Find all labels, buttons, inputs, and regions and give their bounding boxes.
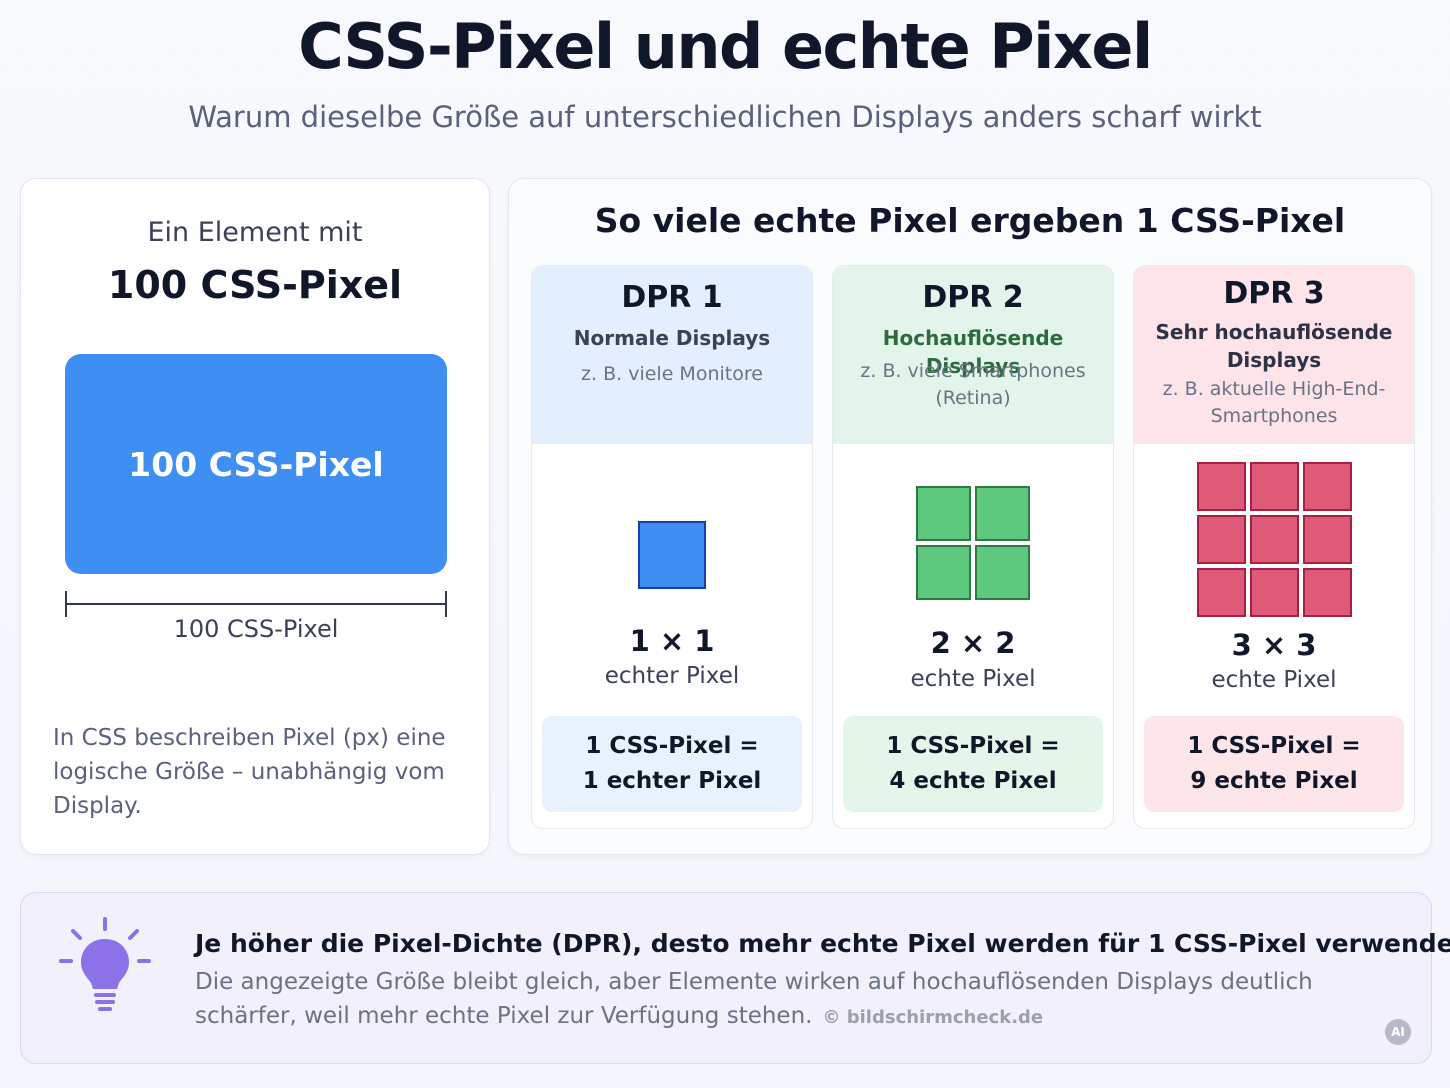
display-example: z. B. aktuelle High-End-Smartphones (1162, 378, 1386, 427)
pixel-grid (638, 521, 706, 589)
width-ruler (65, 591, 447, 617)
right-panel: So viele echte Pixel ergeben 1 CSS-Pixel… (508, 178, 1432, 855)
pixel-equation: 1 CSS-Pixel = 4 echte Pixel (843, 716, 1103, 812)
pixel-grid (1196, 462, 1352, 617)
physical-pixel (1249, 568, 1299, 617)
pixel-count: 3 × 3 (1231, 628, 1317, 662)
css-pixel-element-label: 100 CSS-Pixel (128, 444, 384, 484)
physical-pixel (1196, 568, 1246, 617)
ruler-cap-right (445, 591, 447, 617)
physical-pixel (1249, 462, 1299, 511)
pixel-unit: echter Pixel (604, 663, 740, 689)
dpr-label: DPR 1 (621, 280, 723, 315)
physical-pixel (1302, 462, 1352, 511)
left-panel: Ein Element mit 100 CSS-Pixel 100 CSS-Pi… (20, 178, 490, 855)
equation-line-1: 1 CSS-Pixel = (886, 733, 1060, 759)
dpr-label: DPR 3 (1223, 276, 1325, 311)
dpr-column-1: DPR 1 Normale Displays z. B. viele Monit… (531, 265, 813, 829)
page-title: CSS-Pixel und echte Pixel (298, 10, 1153, 83)
dpr-column-header: DPR 2 Hochauflösende Displays z. B. viel… (833, 266, 1113, 444)
equation-line-2: 1 echter Pixel (582, 768, 762, 794)
physical-pixel (916, 545, 971, 600)
dpr-column-2: DPR 2 Hochauflösende Displays z. B. viel… (832, 265, 1114, 829)
pixel-equation: 1 CSS-Pixel = 9 echte Pixel (1144, 716, 1404, 812)
physical-pixel (1302, 515, 1352, 564)
lightbulb-icon (59, 917, 151, 1011)
physical-pixel (975, 486, 1030, 541)
ai-badge: AI (1385, 1019, 1411, 1045)
pixel-count: 2 × 2 (930, 626, 1016, 660)
page-subtitle: Warum dieselbe Größe auf unterschiedlich… (188, 100, 1262, 134)
equation-line-1: 1 CSS-Pixel = (1187, 733, 1361, 759)
physical-pixel (916, 486, 971, 541)
pixel-grid (916, 486, 1030, 600)
physical-pixel (1196, 515, 1246, 564)
summary-text: Die angezeigte Größe bleibt gleich, aber… (195, 965, 1405, 1035)
display-type: Normale Displays (573, 326, 771, 350)
display-type: Sehr hochauflösende Displays (1155, 320, 1393, 372)
left-panel-intro: Ein Element mit (147, 217, 363, 248)
physical-pixel (638, 521, 706, 589)
css-pixel-element: 100 CSS-Pixel (65, 354, 447, 574)
physical-pixel (1249, 515, 1299, 564)
dpr-column-header: DPR 3 Sehr hochauflösende Displays z. B.… (1134, 266, 1414, 444)
equation-line-2: 9 echte Pixel (1190, 768, 1358, 794)
display-type: Hochauflösende Displays (882, 326, 1064, 378)
pixel-count: 1 × 1 (629, 624, 715, 658)
equation-line-2: 4 echte Pixel (889, 768, 1057, 794)
pixel-equation: 1 CSS-Pixel = 1 echter Pixel (542, 716, 802, 812)
left-panel-description: In CSS beschreiben Pixel (px) eine logis… (53, 725, 446, 819)
pixel-unit: echte Pixel (1211, 667, 1337, 693)
credit-text: © bildschirmcheck.de (822, 1007, 1044, 1028)
physical-pixel (1302, 568, 1352, 617)
dpr-label: DPR 2 (922, 280, 1024, 315)
physical-pixel (1196, 462, 1246, 511)
display-example: z. B. viele Smartphones (Retina) (860, 360, 1086, 409)
dpr-column-3: DPR 3 Sehr hochauflösende Displays z. B.… (1133, 265, 1415, 829)
ruler-cap-left (65, 591, 67, 617)
right-panel-title: So viele echte Pixel ergeben 1 CSS-Pixel (594, 201, 1346, 240)
equation-line-1: 1 CSS-Pixel = (585, 733, 759, 759)
ruler-label: 100 CSS-Pixel (173, 615, 339, 643)
physical-pixel (975, 545, 1030, 600)
summary-headline: Je höher die Pixel-Dichte (DPR), desto m… (195, 929, 1450, 958)
display-example: z. B. viele Monitore (581, 363, 763, 385)
ruler-line (65, 603, 447, 605)
dpr-column-header: DPR 1 Normale Displays z. B. viele Monit… (532, 266, 812, 444)
pixel-unit: echte Pixel (910, 666, 1036, 692)
left-panel-heading: 100 CSS-Pixel (107, 263, 403, 307)
summary-banner: Je höher die Pixel-Dichte (DPR), desto m… (20, 892, 1450, 1064)
summary-body: Die angezeigte Größe bleibt gleich, aber… (195, 969, 1313, 1029)
